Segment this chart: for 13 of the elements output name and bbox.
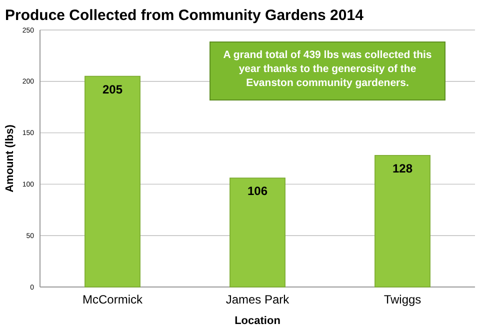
annotation: A grand total of 439 lbs was collected this year thanks to the generosity of the Evanston community gardeners. <box>223 49 432 89</box>
bar <box>374 155 430 288</box>
bar <box>230 178 286 288</box>
x-tick-label: Twiggs <box>384 292 422 307</box>
x-tick-label: McCormick <box>82 292 144 307</box>
bar <box>84 76 140 288</box>
data-label: 106 <box>247 184 268 198</box>
x-tick-label: James Park <box>226 292 290 307</box>
chart-title: Produce Collected from Community Gardens 2014 <box>5 7 364 24</box>
data-label: 205 <box>102 82 123 96</box>
data-label: 128 <box>392 161 413 176</box>
y-axis-title: Amount (lbs) <box>4 124 16 192</box>
x-axis-title: Location <box>234 315 281 327</box>
